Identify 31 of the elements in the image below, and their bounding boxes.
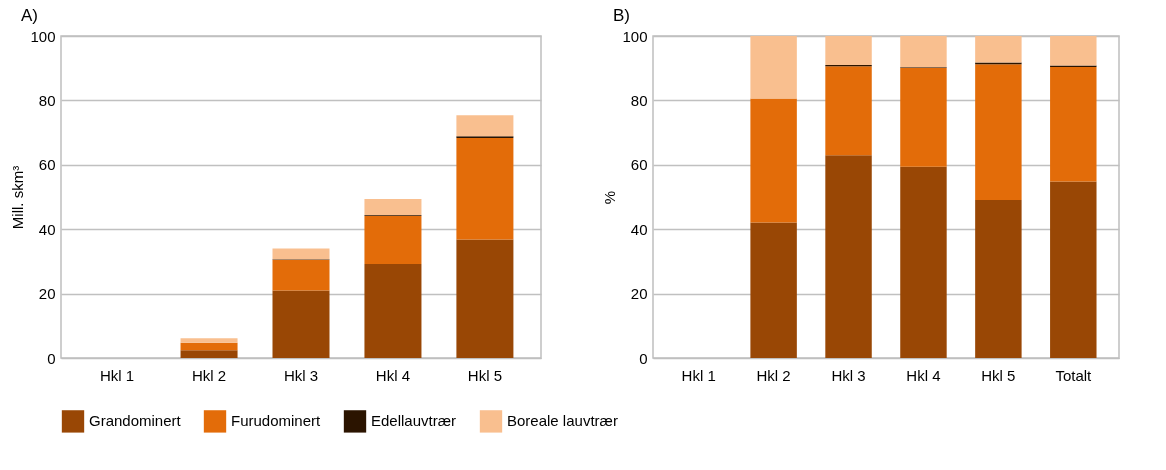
chart-title: A) bbox=[20, 6, 38, 25]
x-tick-label: Hkl 4 bbox=[906, 366, 941, 384]
x-tick-label: Hkl 2 bbox=[756, 366, 791, 384]
legend-label: Furudominert bbox=[231, 412, 322, 430]
x-tick-label: Hkl 1 bbox=[681, 366, 716, 384]
y-tick-label: 0 bbox=[639, 349, 648, 367]
legend-label: Edellauvtrær bbox=[371, 412, 457, 430]
legend-label: Grandominert bbox=[89, 412, 182, 430]
x-tick-label: Hkl 5 bbox=[467, 366, 502, 384]
y-tick-label: 40 bbox=[38, 220, 56, 238]
y-tick-label: 80 bbox=[630, 91, 648, 109]
y-tick-label: 100 bbox=[622, 27, 648, 45]
y-tick-label: 100 bbox=[30, 27, 56, 45]
x-tick-label: Totalt bbox=[1055, 366, 1093, 384]
x-tick-label: Hkl 1 bbox=[100, 366, 135, 384]
y-tick-label: 80 bbox=[38, 91, 56, 109]
y-tick-label: 40 bbox=[630, 220, 648, 238]
x-tick-label: Hkl 3 bbox=[283, 366, 319, 384]
y-axis-title: % bbox=[601, 190, 619, 205]
x-tick-label: Hkl 3 bbox=[831, 366, 866, 384]
y-tick-label: 60 bbox=[630, 156, 648, 174]
y-tick-label: 20 bbox=[38, 285, 56, 303]
y-tick-label: 20 bbox=[630, 285, 648, 303]
chart-title: B) bbox=[612, 6, 630, 25]
x-tick-label: Hkl 2 bbox=[191, 366, 227, 384]
y-tick-label: 60 bbox=[38, 156, 56, 174]
x-tick-label: Hkl 5 bbox=[981, 366, 1016, 384]
y-tick-label: 0 bbox=[47, 349, 56, 367]
y-axis-title: Mill. skm³ bbox=[9, 165, 27, 230]
legend-label: Boreale lauvtrær bbox=[507, 412, 618, 430]
x-tick-label: Hkl 4 bbox=[375, 366, 411, 384]
